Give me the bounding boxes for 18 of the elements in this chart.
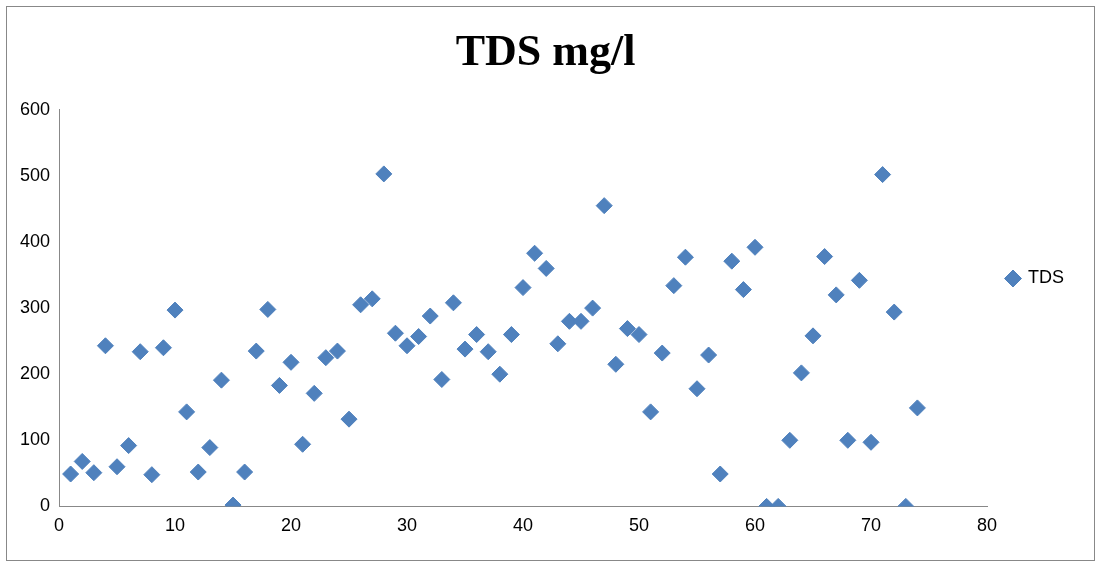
y-tick-label: 0 — [40, 495, 51, 516]
y-tick-label: 100 — [19, 429, 51, 450]
legend-label: TDS — [1028, 267, 1064, 288]
x-tick-label: 10 — [165, 515, 186, 536]
x-tick-label: 0 — [54, 515, 65, 536]
x-tick-label: 20 — [281, 515, 302, 536]
y-tick-label: 200 — [19, 363, 51, 384]
x-tick-label: 60 — [744, 515, 766, 536]
y-tick-label: 400 — [19, 230, 51, 251]
y-tick-label: 300 — [19, 297, 51, 318]
y-tick-label: 500 — [19, 164, 51, 185]
x-tick-label: 30 — [397, 515, 418, 536]
x-tick-label: 70 — [860, 515, 882, 536]
y-tick-label: 600 — [19, 98, 51, 119]
chart-title: TDS mg/l — [455, 25, 636, 75]
x-tick-label: 40 — [513, 515, 534, 536]
x-tick-label: 80 — [976, 515, 998, 536]
x-tick-label: 50 — [629, 515, 650, 536]
